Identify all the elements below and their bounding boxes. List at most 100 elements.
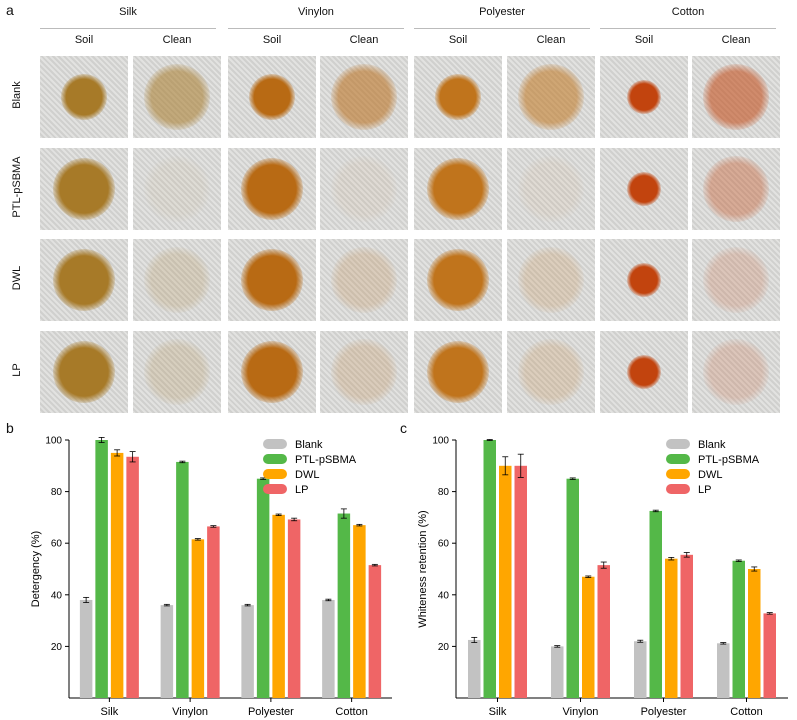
panel-label-a: a xyxy=(6,2,14,18)
sub-column-header-clean: Clean xyxy=(721,34,751,46)
row-header-dwl: DWL xyxy=(11,265,23,291)
bar-dwl-vinylon xyxy=(191,539,205,698)
row-header-lp: LP xyxy=(11,363,23,377)
fabric-photo-vinylon-ptl-psbma-soil xyxy=(228,148,316,230)
legend-label-ptl-psbma: PTL-pSBMA xyxy=(698,454,760,466)
sub-column-header-clean: Clean xyxy=(162,34,192,46)
stain-spot xyxy=(703,339,769,405)
bar-ptl-psbma-vinylon xyxy=(176,461,189,698)
fabric-photo-cotton-lp-soil xyxy=(600,331,688,413)
stain-spot xyxy=(331,247,397,313)
bar-ptl-psbma-cotton xyxy=(337,513,351,698)
bar-dwl-polyester xyxy=(665,558,678,698)
fabric-photo-polyester-ptl-psbma-soil xyxy=(414,148,502,230)
fabric-photo-cotton-blank-soil xyxy=(600,56,688,138)
stain-spot xyxy=(144,339,210,405)
bar-lp-silk xyxy=(514,465,527,698)
x-tick-label-silk: Silk xyxy=(489,706,507,718)
fabric-photo-cotton-ptl-psbma-soil xyxy=(600,148,688,230)
bar-dwl-cotton xyxy=(353,525,366,698)
legend-label-lp: LP xyxy=(698,484,711,496)
fabric-photo-vinylon-dwl-clean xyxy=(320,239,408,321)
bar-blank-vinylon xyxy=(160,605,174,698)
fabric-photo-polyester-dwl-clean xyxy=(507,239,595,321)
bar-ptl-psbma-polyester xyxy=(649,510,662,698)
stain-spot xyxy=(627,263,661,297)
divider xyxy=(228,28,404,29)
stain-spot xyxy=(144,64,210,130)
legend-label-ptl-psbma: PTL-pSBMA xyxy=(295,454,357,466)
fabric-photo-vinylon-lp-clean xyxy=(320,331,408,413)
fabric-photo-vinylon-lp-soil xyxy=(228,331,316,413)
fabric-header-silk: Silk xyxy=(119,6,137,18)
stain-spot xyxy=(241,158,303,220)
legend-swatch-lp xyxy=(666,484,690,494)
fabric-photo-silk-dwl-soil xyxy=(40,239,128,321)
legend-swatch-lp xyxy=(263,484,287,494)
fabric-photo-polyester-blank-soil xyxy=(414,56,502,138)
stain-spot xyxy=(703,64,769,130)
sub-column-header-soil: Soil xyxy=(262,34,282,46)
stain-spot xyxy=(53,158,115,220)
y-tick-label: 100 xyxy=(45,436,62,447)
sub-column-header-soil: Soil xyxy=(448,34,468,46)
legend-swatch-blank xyxy=(666,439,690,449)
legend-label-lp: LP xyxy=(295,484,308,496)
bar-blank-polyester xyxy=(634,641,647,698)
y-tick-label: 40 xyxy=(51,590,63,601)
bar-ptl-psbma-silk xyxy=(483,440,496,698)
y-axis-label: Whiteness retention (%) xyxy=(417,510,429,627)
stain-spot xyxy=(331,156,397,222)
stain-spot xyxy=(518,339,584,405)
stain-spot xyxy=(703,156,769,222)
sub-column-header-clean: Clean xyxy=(536,34,566,46)
y-tick-label: 20 xyxy=(438,642,450,653)
bar-blank-cotton xyxy=(717,643,730,698)
bar-dwl-vinylon xyxy=(582,576,595,698)
bar-blank-cotton xyxy=(322,599,335,698)
fabric-header-cotton: Cotton xyxy=(671,6,705,18)
bar-ptl-psbma-cotton xyxy=(732,560,745,698)
fabric-photo-vinylon-blank-soil xyxy=(228,56,316,138)
stain-spot xyxy=(53,341,115,403)
x-tick-label-polyester: Polyester xyxy=(641,706,687,718)
fabric-photo-vinylon-ptl-psbma-clean xyxy=(320,148,408,230)
y-axis-label: Detergency (%) xyxy=(30,531,42,607)
legend-label-dwl: DWL xyxy=(698,469,722,481)
stain-spot xyxy=(241,341,303,403)
stain-spot xyxy=(435,74,481,120)
bar-blank-vinylon xyxy=(551,646,564,698)
y-tick-label: 60 xyxy=(438,539,450,550)
bar-lp-silk xyxy=(126,456,139,698)
stain-spot xyxy=(627,355,661,389)
sub-column-header-soil: Soil xyxy=(634,34,654,46)
stain-spot xyxy=(249,74,295,120)
bar-blank-silk xyxy=(79,599,93,698)
stain-spot xyxy=(518,247,584,313)
fabric-header-vinylon: Vinylon xyxy=(298,6,334,18)
fabric-photo-cotton-dwl-soil xyxy=(600,239,688,321)
fabric-header-polyester: Polyester xyxy=(479,6,525,18)
panel-label-c: c xyxy=(400,420,407,436)
legend-label-dwl: DWL xyxy=(295,469,319,481)
fabric-photo-cotton-dwl-clean xyxy=(692,239,780,321)
whiteness-retention-chart: 20 40 60 80 100 Whiteness retention (%) Silk Vi… xyxy=(417,436,788,718)
stain-spot xyxy=(144,156,210,222)
fabric-photo-silk-ptl-psbma-clean xyxy=(133,148,221,230)
row-header-blank: Blank xyxy=(11,81,23,109)
x-tick-label-vinylon: Vinylon xyxy=(172,706,208,718)
fabric-photo-vinylon-blank-clean xyxy=(320,56,408,138)
stain-spot xyxy=(241,249,303,311)
stain-spot xyxy=(627,80,661,114)
x-tick-label-silk: Silk xyxy=(101,706,119,718)
bar-dwl-silk xyxy=(499,465,512,698)
divider xyxy=(600,28,776,29)
panel-label-b: b xyxy=(6,420,14,436)
legend-swatch-dwl xyxy=(666,469,690,479)
bar-lp-polyester xyxy=(287,519,301,698)
fabric-photo-polyester-ptl-psbma-clean xyxy=(507,148,595,230)
y-tick-label: 80 xyxy=(438,487,450,498)
stain-spot xyxy=(627,172,661,206)
stain-spot xyxy=(427,249,489,311)
fabric-photo-silk-ptl-psbma-soil xyxy=(40,148,128,230)
